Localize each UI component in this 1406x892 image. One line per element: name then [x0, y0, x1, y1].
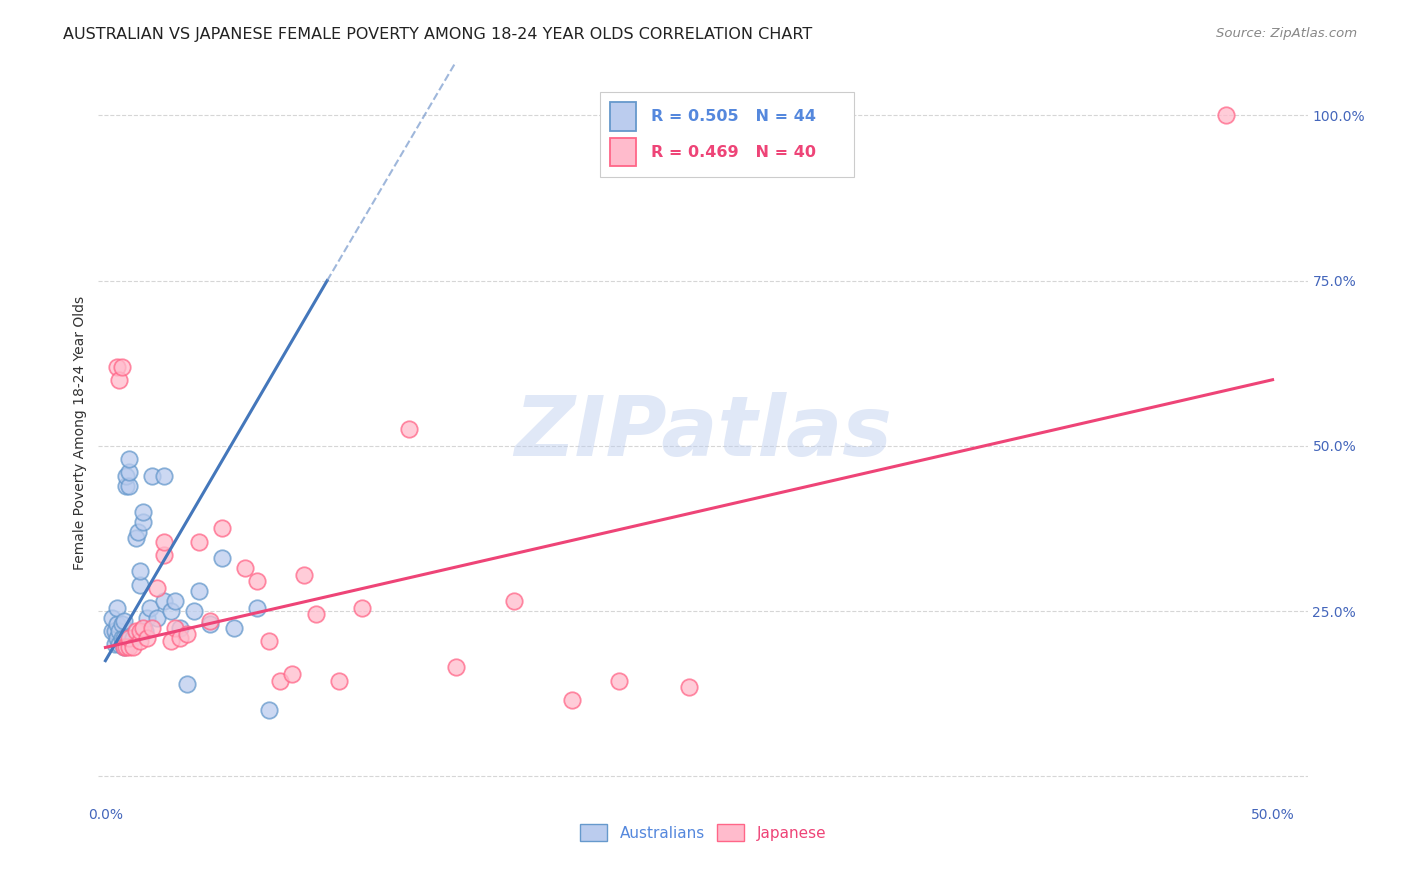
Point — [101, 624, 124, 638]
Point — [246, 600, 269, 615]
FancyBboxPatch shape — [600, 92, 855, 178]
Point — [187, 534, 209, 549]
Point — [211, 521, 233, 535]
Point — [127, 524, 149, 539]
Point — [112, 640, 135, 655]
Point — [118, 631, 141, 645]
Text: R = 0.505   N = 44: R = 0.505 N = 44 — [651, 109, 815, 124]
Point — [444, 660, 467, 674]
Point — [125, 532, 148, 546]
Point — [281, 666, 304, 681]
Point — [222, 621, 245, 635]
Point — [503, 594, 526, 608]
Point — [136, 611, 159, 625]
Point — [1215, 108, 1237, 122]
Point — [159, 633, 181, 648]
Point — [105, 359, 128, 374]
Point — [678, 680, 700, 694]
Text: AUSTRALIAN VS JAPANESE FEMALE POVERTY AMONG 18-24 YEAR OLDS CORRELATION CHART: AUSTRALIAN VS JAPANESE FEMALE POVERTY AM… — [63, 27, 813, 42]
Point — [104, 637, 127, 651]
Point — [108, 637, 131, 651]
Point — [134, 624, 156, 638]
Point — [122, 640, 145, 655]
Point — [115, 478, 138, 492]
Point — [111, 617, 134, 632]
Point — [561, 693, 583, 707]
Point — [200, 617, 222, 632]
Point — [292, 567, 315, 582]
Point — [132, 515, 155, 529]
Point — [235, 561, 257, 575]
Point — [118, 640, 141, 655]
Point — [122, 631, 145, 645]
Point — [176, 677, 198, 691]
FancyBboxPatch shape — [610, 103, 637, 130]
Point — [152, 548, 174, 562]
Point — [257, 703, 280, 717]
Y-axis label: Female Poverty Among 18-24 Year Olds: Female Poverty Among 18-24 Year Olds — [73, 295, 87, 570]
Point — [112, 614, 135, 628]
Point — [104, 624, 127, 638]
Point — [136, 631, 159, 645]
Point — [101, 611, 124, 625]
Point — [352, 600, 374, 615]
Point — [139, 600, 162, 615]
Point — [129, 624, 152, 638]
FancyBboxPatch shape — [610, 138, 637, 166]
Point — [165, 621, 187, 635]
Point — [108, 624, 131, 638]
Point — [105, 631, 128, 645]
Point — [200, 614, 222, 628]
Point — [328, 673, 350, 688]
Point — [187, 584, 209, 599]
Point — [398, 422, 420, 436]
Point — [607, 673, 630, 688]
Point — [111, 631, 134, 645]
Point — [105, 617, 128, 632]
Point — [152, 534, 174, 549]
Point — [112, 640, 135, 655]
Point — [115, 640, 138, 655]
Text: R = 0.469   N = 40: R = 0.469 N = 40 — [651, 145, 815, 160]
Point — [159, 604, 181, 618]
Point — [176, 627, 198, 641]
Point — [129, 577, 152, 591]
Point — [183, 604, 205, 618]
Point — [125, 624, 148, 638]
Point — [146, 581, 169, 595]
Point — [165, 594, 187, 608]
Point — [146, 611, 169, 625]
Point — [257, 633, 280, 648]
Point — [111, 359, 134, 374]
Text: Source: ZipAtlas.com: Source: ZipAtlas.com — [1216, 27, 1357, 40]
Point — [132, 621, 155, 635]
Point — [141, 621, 163, 635]
Point — [112, 631, 135, 645]
Point — [118, 478, 141, 492]
Point — [105, 600, 128, 615]
Legend: Australians, Japanese: Australians, Japanese — [574, 818, 832, 847]
Point — [118, 465, 141, 479]
Point — [118, 452, 141, 467]
Point — [269, 673, 291, 688]
Point — [115, 468, 138, 483]
Point — [129, 565, 152, 579]
Point — [141, 468, 163, 483]
Point — [132, 505, 155, 519]
Point — [211, 551, 233, 566]
Point — [108, 373, 131, 387]
Point — [246, 574, 269, 589]
Text: ZIPatlas: ZIPatlas — [515, 392, 891, 473]
Point — [169, 621, 191, 635]
Point — [152, 594, 174, 608]
Point — [169, 631, 191, 645]
Point — [304, 607, 326, 622]
Point — [129, 633, 152, 648]
Point — [152, 468, 174, 483]
